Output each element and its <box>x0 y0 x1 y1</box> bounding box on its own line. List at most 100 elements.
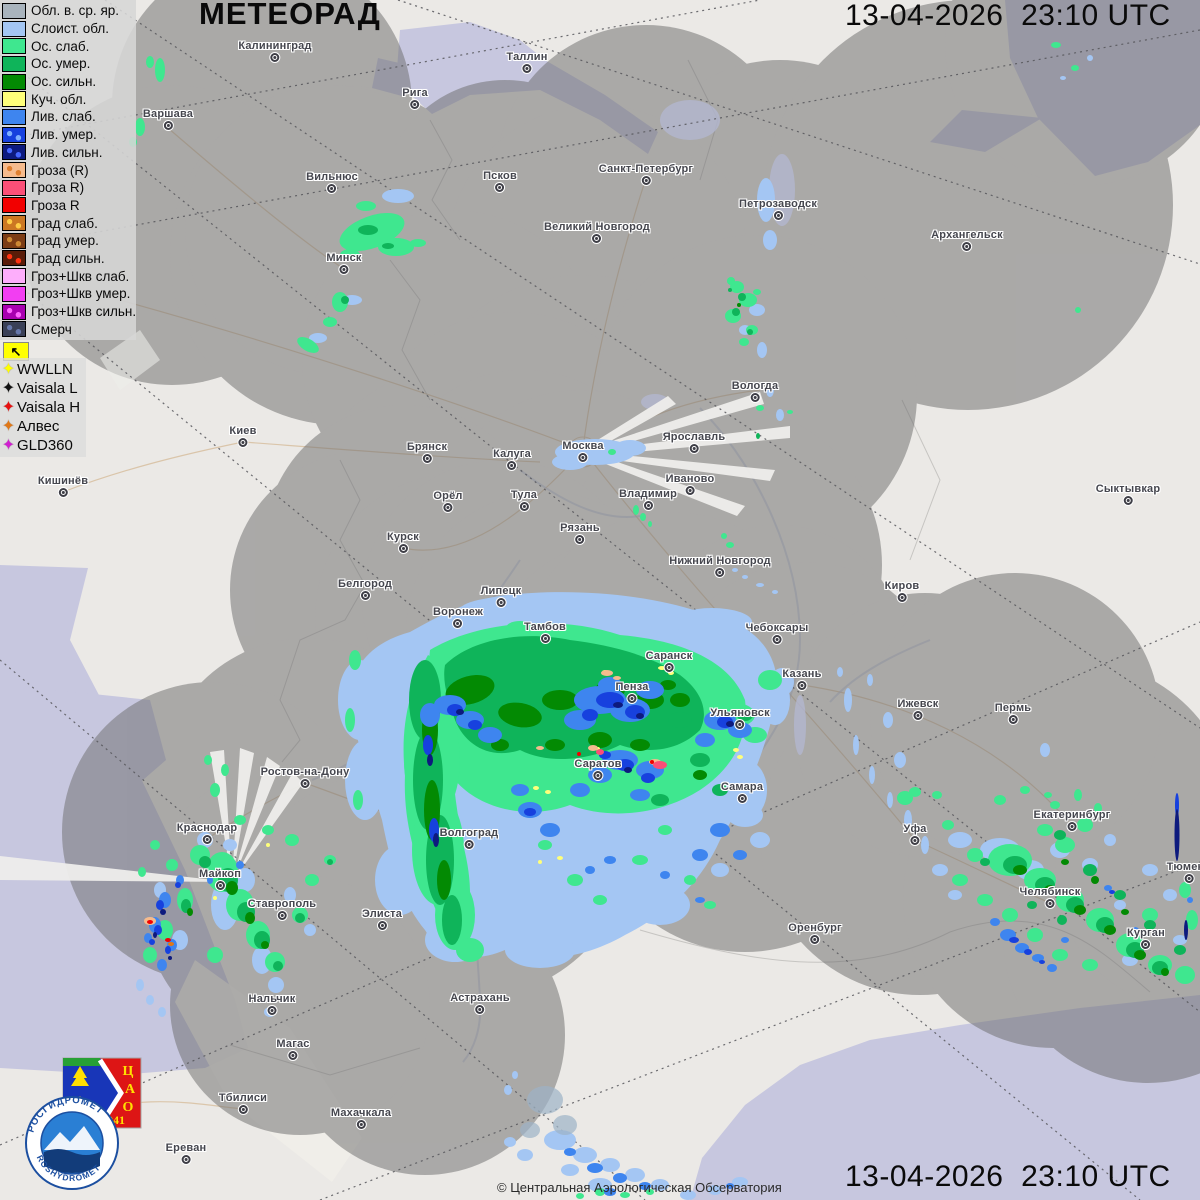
cao-letter-2: А <box>125 1082 136 1097</box>
city-marker-icon <box>773 211 783 220</box>
city-marker-icon <box>238 438 248 447</box>
city-label: Киров <box>885 580 920 602</box>
city-name: Белгород <box>337 578 393 590</box>
city-label: Элиста <box>362 908 402 930</box>
legend-color-swatch <box>2 321 26 338</box>
city-name: Краснодар <box>176 822 238 834</box>
city-marker-icon <box>496 598 506 607</box>
legend-label: Гроз+Шкв слаб. <box>31 268 130 284</box>
city-name: Махачкала <box>330 1107 392 1119</box>
city-label: Пенза <box>615 681 648 703</box>
legend-color-swatch <box>2 179 26 196</box>
city-name: Сыктывкар <box>1095 483 1161 495</box>
lakes-layer <box>641 100 806 755</box>
legend-row: Ос. сильн. <box>2 73 136 91</box>
legend-label: Ос. слаб. <box>31 38 90 54</box>
city-name: Астрахань <box>450 992 510 1004</box>
city-marker-icon <box>750 393 760 402</box>
legend-label: Лив. слаб. <box>31 109 96 125</box>
city-marker-icon <box>495 183 505 192</box>
city-name: Волгоград <box>439 827 499 839</box>
lightning-star-icon: ✦ <box>1 398 16 416</box>
precipitation-layer <box>129 42 1198 1200</box>
city-label: Петрозаводск <box>739 198 817 220</box>
radar-blockage-wedges <box>0 330 790 882</box>
city-label: Махачкала <box>331 1107 391 1129</box>
lightning-source-label: Vaisala L <box>17 380 78 397</box>
city-label: Тамбов <box>524 621 566 643</box>
city-label: Ростов-на-Дону <box>261 766 350 788</box>
city-label: Архангельск <box>931 229 1003 251</box>
city-label: Орёл <box>433 490 462 512</box>
city-marker-icon <box>592 234 602 243</box>
city-label: Москва <box>562 440 603 462</box>
legend-color-swatch <box>2 20 26 37</box>
legend-row: Град слаб. <box>2 214 136 232</box>
city-label: Великий Новгород <box>544 221 650 243</box>
city-marker-icon <box>593 771 603 780</box>
city-label: Казань <box>782 668 821 690</box>
city-name: Таллин <box>506 51 548 63</box>
legend-row: Слоист. обл. <box>2 20 136 38</box>
city-marker-icon <box>453 619 463 628</box>
city-name: Москва <box>562 440 604 452</box>
city-label: Самара <box>721 781 763 803</box>
city-marker-icon <box>410 100 420 109</box>
legend-label: Ос. умер. <box>31 56 91 72</box>
legend-color-swatch <box>2 162 26 179</box>
city-label: Нижний Новгород <box>669 555 771 577</box>
lightning-star-icon: ✦ <box>1 417 16 435</box>
city-marker-icon <box>689 444 699 453</box>
city-marker-icon <box>643 501 653 510</box>
city-label: Нальчик <box>249 993 296 1015</box>
precipitation-legend: Обл. в. ср. яр. Слоист. обл. Ос. слаб. О… <box>0 0 136 341</box>
legend-label: Гроза R <box>31 197 80 213</box>
cao-letter-1: Ц <box>123 1064 134 1079</box>
legend-color-swatch <box>2 126 26 143</box>
legend-color-swatch <box>2 215 26 232</box>
city-marker-icon <box>475 1005 485 1014</box>
legend-color-swatch <box>2 73 26 90</box>
city-name: Калуга <box>493 448 531 460</box>
spruce-icon <box>71 1066 89 1086</box>
city-name: Ижевск <box>897 698 939 710</box>
city-marker-icon <box>735 720 745 729</box>
city-label: Курск <box>387 531 419 553</box>
lightning-source-label: Vaisala H <box>17 399 81 416</box>
city-label: Пермь <box>995 702 1032 724</box>
legend-row: Гроз+Шкв слаб. <box>2 267 136 285</box>
city-name: Курган <box>1127 927 1165 939</box>
city-label: Уфа <box>903 823 926 845</box>
legend-row: Гроза R <box>2 197 136 215</box>
city-name: Саранск <box>645 650 693 662</box>
legend-label: Град сильн. <box>31 250 105 266</box>
city-marker-icon <box>810 935 820 944</box>
city-name: Иваново <box>665 473 715 485</box>
city-marker-icon <box>910 836 920 845</box>
city-marker-icon <box>913 711 923 720</box>
city-name: Самара <box>720 781 764 793</box>
city-name: Магас <box>276 1038 310 1050</box>
city-marker-icon <box>664 663 674 672</box>
city-name: Ставрополь <box>247 898 317 910</box>
city-marker-icon <box>163 121 173 130</box>
lightning-source-row: ✦ Алвес <box>0 417 86 436</box>
city-label: Санкт-Петербург <box>599 163 693 185</box>
city-name: Чебоксары <box>745 622 809 634</box>
city-marker-icon <box>339 265 349 274</box>
city-name: Кишинёв <box>37 475 89 487</box>
city-label: Воронеж <box>433 606 483 628</box>
lightning-star-icon: ✦ <box>1 360 16 378</box>
city-label: Калининград <box>238 40 311 62</box>
city-name: Петрозаводск <box>738 198 818 210</box>
city-name: Минск <box>326 252 362 264</box>
legend-color-swatch <box>2 38 26 55</box>
lightning-sources-legend: ✦ WWLLN ✦ Vaisala L ✦ Vaisala H ✦ Алвес … <box>0 358 86 457</box>
city-name: Екатеринбург <box>1033 809 1111 821</box>
city-label: Сыктывкар <box>1096 483 1161 505</box>
city-name: Нижний Новгород <box>669 555 771 567</box>
legend-color-swatch <box>2 108 26 125</box>
city-name: Варшава <box>142 108 194 120</box>
city-marker-icon <box>1184 874 1194 883</box>
